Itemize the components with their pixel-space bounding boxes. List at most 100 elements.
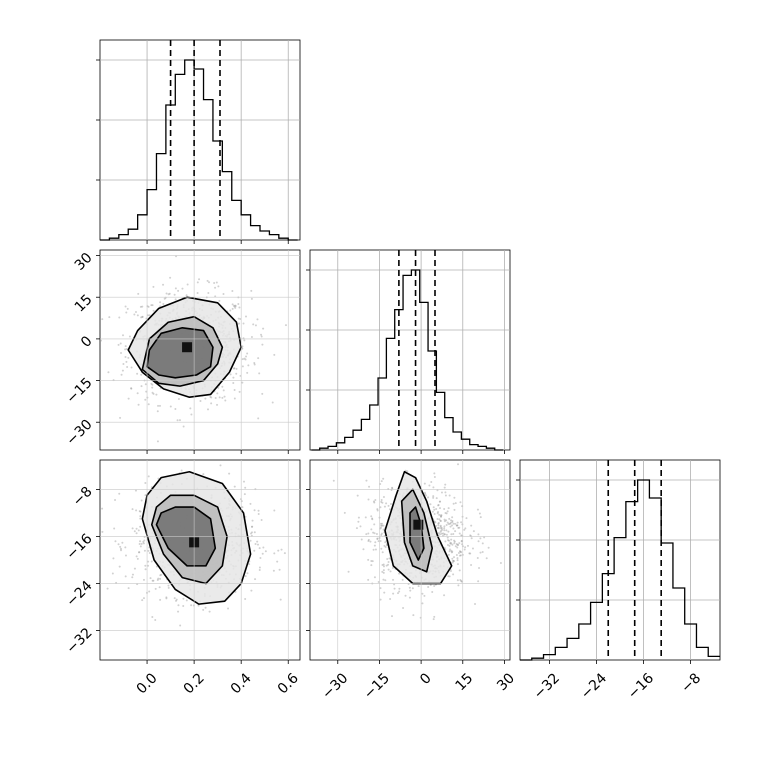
sample-point: [165, 292, 168, 295]
sample-point: [408, 586, 411, 589]
sample-point: [379, 506, 382, 509]
sample-point: [458, 542, 461, 545]
sample-point: [463, 528, 466, 531]
sample-point: [429, 584, 432, 587]
sample-point: [233, 485, 236, 488]
sample-point: [253, 549, 256, 552]
sample-point: [373, 501, 376, 504]
sample-point: [217, 285, 220, 288]
sample-point: [445, 512, 448, 515]
sample-point: [468, 552, 471, 555]
sample-point: [483, 536, 486, 539]
sample-point: [174, 408, 177, 411]
y-tick-label: 0: [78, 333, 96, 351]
sample-point: [376, 509, 379, 512]
sample-point: [258, 568, 261, 571]
sample-point: [439, 519, 442, 522]
sample-point: [439, 500, 442, 503]
sample-point: [254, 578, 257, 581]
sample-point: [139, 305, 142, 308]
sample-point: [432, 486, 435, 489]
sample-point: [481, 551, 484, 554]
sample-point: [458, 526, 461, 529]
sample-point: [427, 496, 430, 499]
sample-point: [379, 587, 382, 590]
sample-point: [229, 309, 232, 312]
sample-point: [216, 392, 219, 395]
sample-point: [398, 587, 401, 590]
sample-point: [452, 573, 455, 576]
sample-point: [151, 579, 154, 582]
sample-point: [131, 573, 134, 576]
sample-point: [233, 305, 236, 308]
sample-point: [177, 604, 180, 607]
sample-point: [437, 527, 440, 530]
sample-point: [165, 596, 168, 599]
sample-point: [119, 416, 122, 419]
sample-point: [125, 360, 128, 363]
sample-point: [136, 314, 139, 317]
sample-point: [221, 385, 224, 388]
sample-point: [440, 532, 443, 535]
sample-point: [382, 565, 385, 568]
sample-point: [446, 521, 449, 524]
sample-point: [439, 520, 442, 523]
sample-point: [437, 522, 440, 525]
sample-point: [277, 549, 280, 552]
sample-point: [435, 497, 438, 500]
sample-point: [117, 343, 120, 346]
sample-point: [460, 540, 463, 543]
panel-frame: [309, 249, 511, 451]
sample-point: [451, 521, 454, 524]
sample-point: [392, 578, 395, 581]
sample-point: [249, 502, 252, 505]
sample-point: [177, 289, 180, 292]
sample-point: [151, 391, 154, 394]
sample-point: [254, 488, 257, 491]
sample-point: [454, 530, 457, 533]
sample-point: [251, 525, 254, 528]
sample-point: [376, 537, 379, 540]
sample-point: [373, 544, 376, 547]
sample-point: [458, 569, 461, 572]
sample-point: [411, 587, 414, 590]
sample-point: [158, 404, 161, 407]
sample-point: [227, 607, 230, 610]
sample-point: [204, 397, 207, 400]
sample-point: [381, 524, 384, 527]
sample-point: [387, 488, 390, 491]
sample-point: [408, 596, 411, 599]
sample-point: [381, 563, 384, 566]
sample-point: [374, 498, 377, 501]
sample-point: [456, 579, 459, 582]
sample-point: [451, 524, 454, 527]
sample-point: [357, 516, 360, 519]
sample-point: [130, 387, 133, 390]
sample-point: [124, 554, 127, 557]
sample-point: [160, 573, 163, 576]
sample-point: [387, 560, 390, 563]
sample-point: [433, 508, 436, 511]
sample-point: [101, 530, 104, 533]
sample-point: [369, 540, 372, 543]
sample-point: [376, 538, 379, 541]
sample-point: [438, 518, 441, 521]
sample-point: [391, 566, 394, 569]
sample-point: [453, 542, 456, 545]
sample-point: [142, 578, 145, 581]
sample-point: [119, 545, 122, 548]
sample-point: [144, 494, 147, 497]
sample-point: [367, 538, 370, 541]
sample-point: [241, 506, 244, 509]
sample-point: [163, 297, 166, 300]
sample-point: [101, 318, 104, 321]
sample-point: [246, 572, 249, 575]
sample-point: [173, 293, 176, 296]
scatter-panel-0: 30 15 0 −15 −30: [63, 249, 301, 454]
sample-point: [448, 544, 451, 547]
sample-point: [140, 373, 143, 376]
sample-point: [433, 584, 436, 587]
sample-point: [372, 531, 375, 534]
sample-point: [448, 522, 451, 525]
sample-point: [389, 570, 392, 573]
